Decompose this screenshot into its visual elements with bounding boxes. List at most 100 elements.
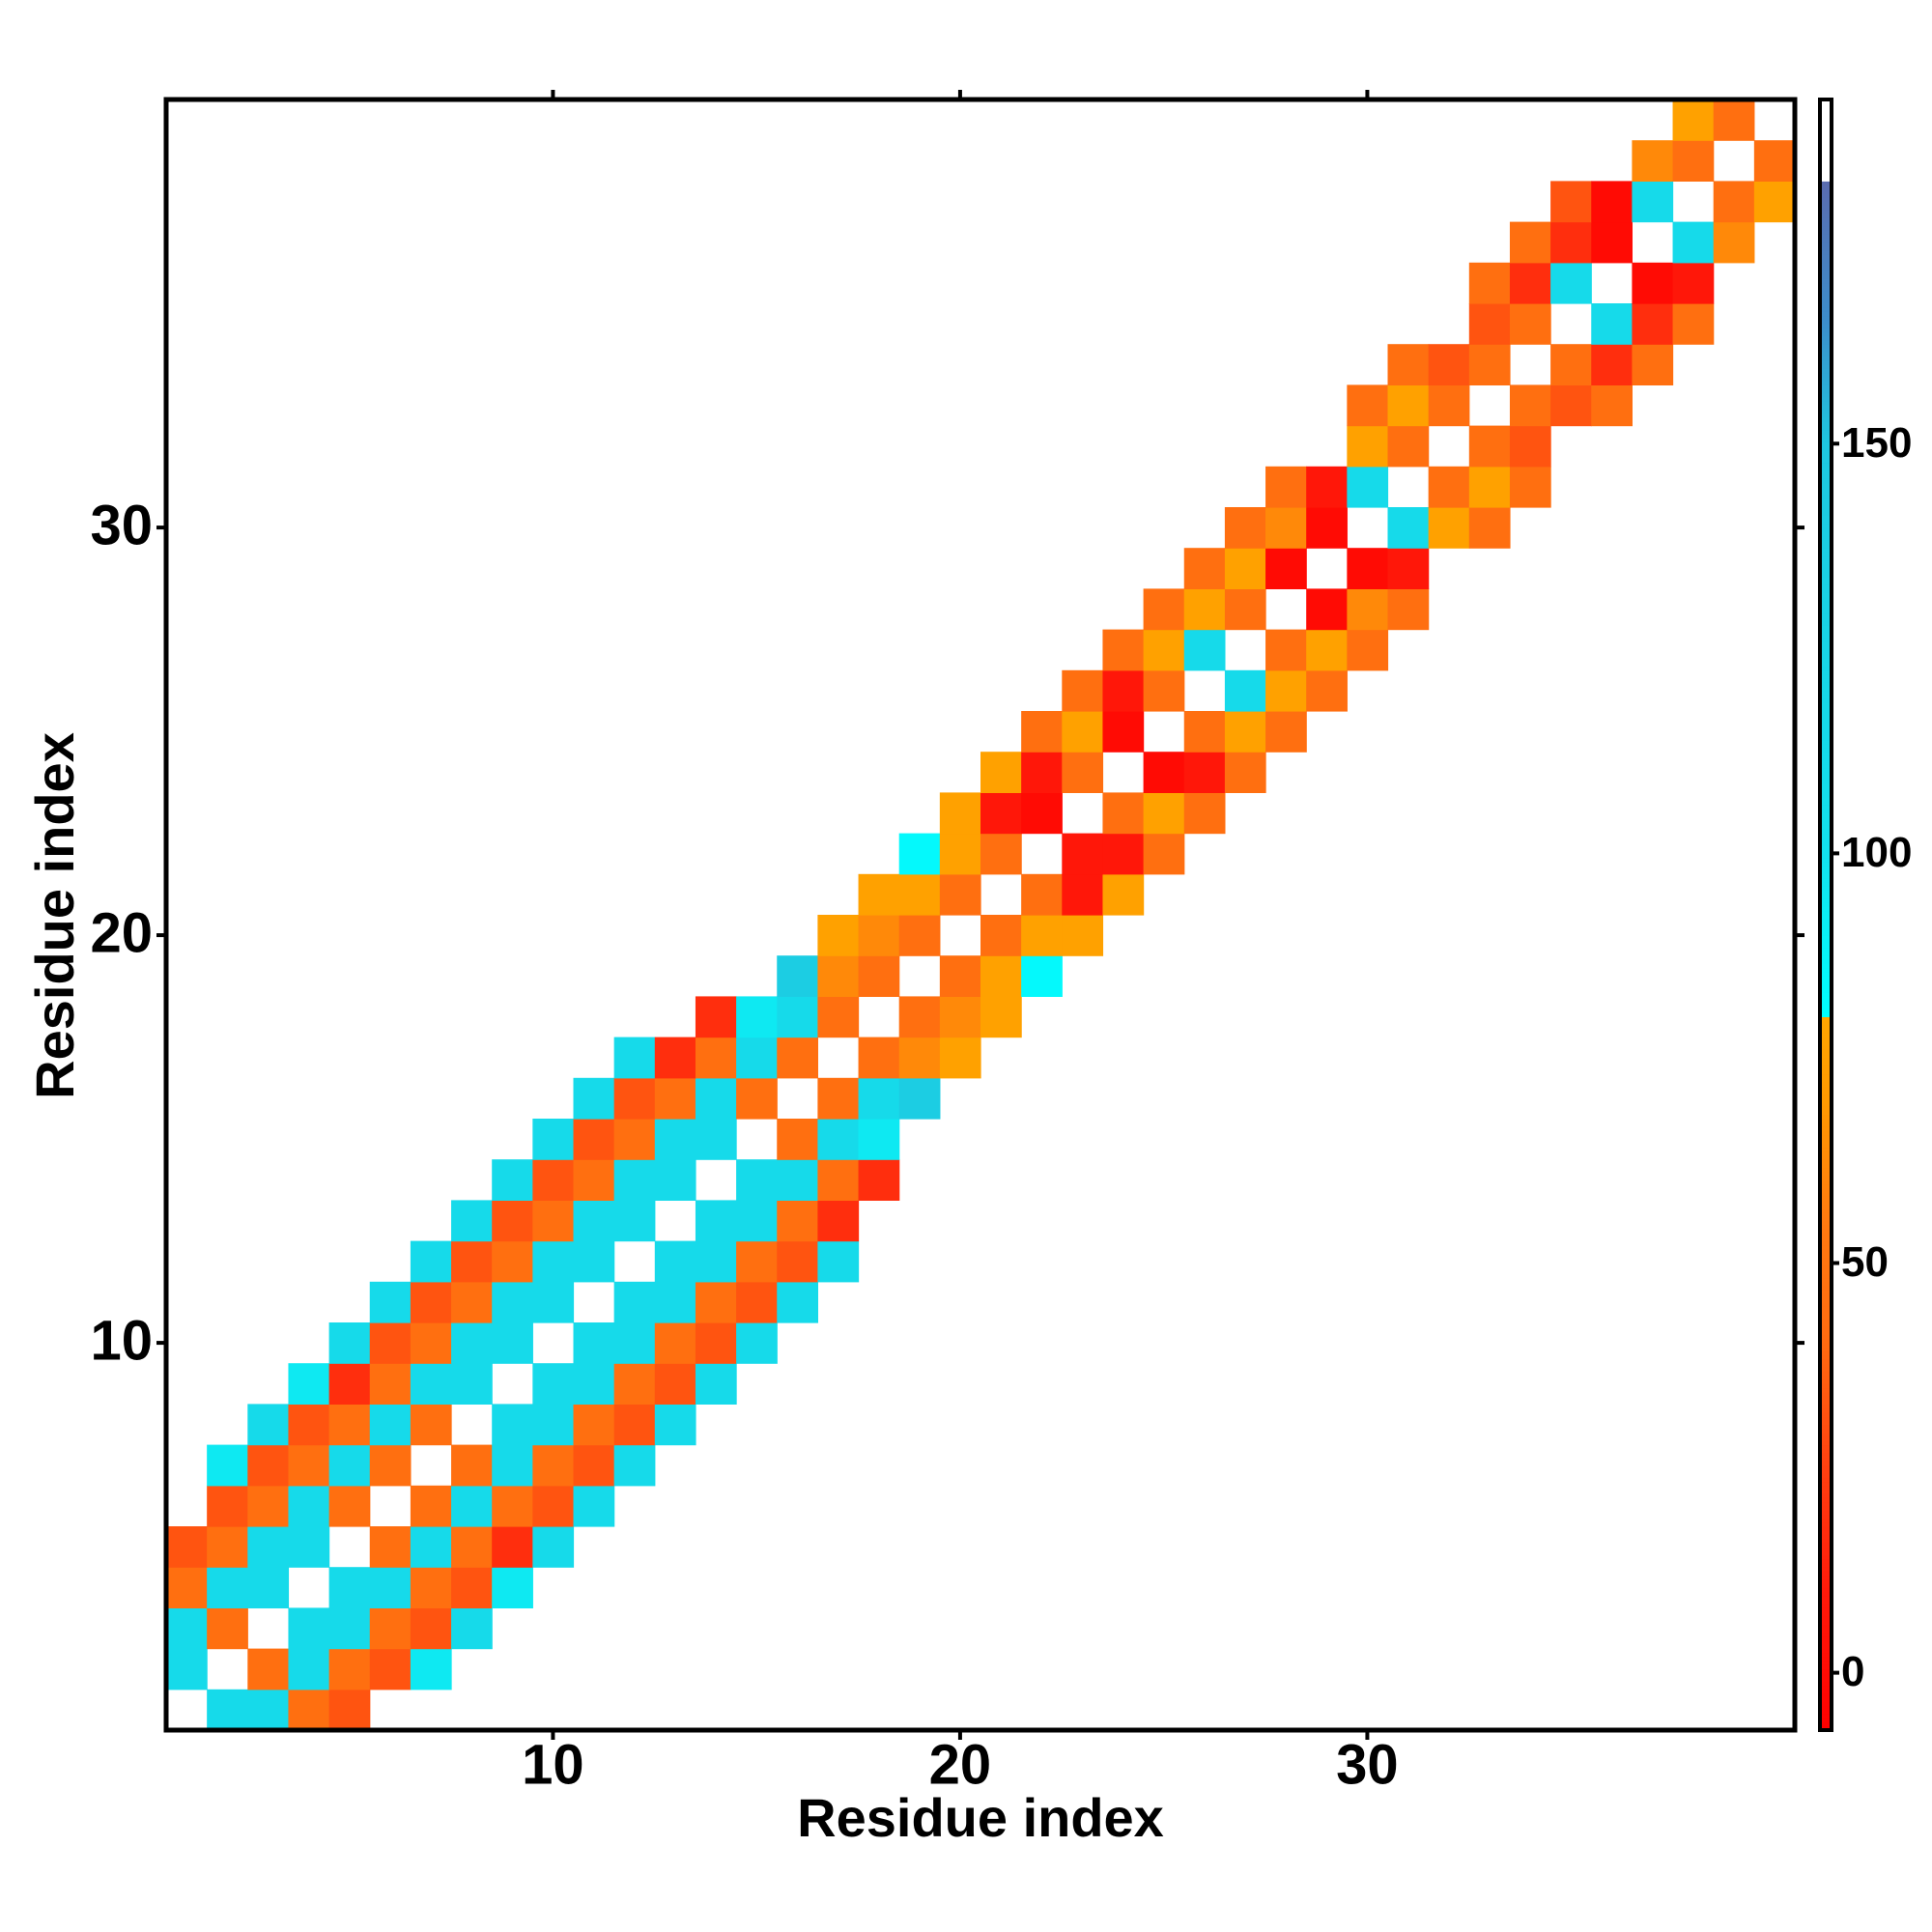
heatmap-cell xyxy=(1347,466,1389,508)
colorbar-segment xyxy=(1820,1542,1832,1548)
colorbar-segment xyxy=(1820,1375,1832,1380)
heatmap-cell xyxy=(369,1648,412,1690)
colorbar-segment xyxy=(1820,996,1832,1002)
heatmap-cell xyxy=(532,1363,575,1405)
colorbar-segment xyxy=(1820,711,1832,716)
colorbar-segment xyxy=(1820,1277,1832,1283)
colorbar-segment xyxy=(1820,1343,1832,1348)
colorbar-segment xyxy=(1820,616,1832,622)
heatmap-cell xyxy=(328,1648,371,1690)
colorbar-segment xyxy=(1820,947,1832,952)
colorbar-segment xyxy=(1820,1167,1832,1173)
colorbar-segment xyxy=(1820,462,1832,468)
colorbar-segment xyxy=(1820,555,1832,561)
colorbar-segment xyxy=(1820,1106,1832,1112)
heatmap-cell xyxy=(858,915,900,956)
colorbar-segment xyxy=(1820,1134,1832,1140)
heatmap-cell xyxy=(1632,303,1674,345)
colorbar-segment xyxy=(1820,898,1832,903)
heatmap-cell xyxy=(247,1485,290,1527)
heatmap-cell xyxy=(1550,221,1592,264)
colorbar-segment xyxy=(1820,1718,1832,1723)
heatmap-cell xyxy=(166,1526,208,1568)
heatmap-cell xyxy=(736,1322,778,1364)
colorbar-segment xyxy=(1820,1697,1832,1702)
colorbar-segment xyxy=(1820,1453,1832,1458)
heatmap-cell xyxy=(1224,711,1266,753)
colorbar-segment xyxy=(1820,1705,1832,1711)
colorbar-segment xyxy=(1820,360,1832,365)
colorbar-segment xyxy=(1820,1244,1832,1250)
heatmap-cell xyxy=(1468,507,1511,549)
heatmap-cell xyxy=(1021,915,1063,956)
colorbar-segment xyxy=(1820,1200,1832,1206)
heatmap-cell xyxy=(1387,548,1430,589)
colorbar-segment xyxy=(1820,392,1832,398)
colorbar-segment xyxy=(1820,144,1832,150)
colorbar-segment xyxy=(1820,368,1832,374)
heatmap-cell xyxy=(654,1159,696,1201)
colorbar-segment xyxy=(1820,1514,1832,1520)
heatmap-cell xyxy=(1468,466,1511,508)
heatmap-cell xyxy=(288,1363,330,1405)
y-tick-label: 20 xyxy=(90,901,153,964)
colorbar-segment xyxy=(1820,376,1832,382)
colorbar-segment xyxy=(1820,205,1832,211)
colorbar-segment xyxy=(1820,1387,1832,1393)
colorbar-segment xyxy=(1820,1689,1832,1694)
colorbar-segment xyxy=(1820,523,1832,528)
colorbar-segment xyxy=(1820,702,1832,708)
heatmap-cell xyxy=(532,1240,575,1283)
heatmap-cell xyxy=(654,1077,696,1120)
heatmap-cell xyxy=(1672,221,1715,264)
colorbar-segment xyxy=(1820,327,1832,333)
colorbar-segment xyxy=(1820,910,1832,916)
heatmap-cell xyxy=(777,1037,818,1079)
colorbar-segment xyxy=(1820,331,1832,337)
heatmap-cell xyxy=(654,1240,696,1283)
colorbar-segment xyxy=(1820,1591,1832,1597)
colorbar-segment xyxy=(1820,1130,1832,1136)
colorbar-segment xyxy=(1820,1383,1832,1389)
heatmap-cell xyxy=(736,1200,778,1242)
colorbar-segment xyxy=(1820,397,1832,402)
colorbar-segment xyxy=(1820,152,1832,157)
heatmap-cell xyxy=(451,1363,493,1405)
colorbar-segment xyxy=(1820,1448,1832,1454)
colorbar-segment xyxy=(1820,1122,1832,1127)
heatmap-cell xyxy=(980,955,1022,997)
colorbar-segment xyxy=(1820,559,1832,565)
colorbar-segment xyxy=(1820,1367,1832,1373)
colorbar-segment xyxy=(1820,445,1832,451)
heatmap-cell xyxy=(451,1526,493,1568)
colorbar-segment xyxy=(1820,1154,1832,1160)
heatmap-cell xyxy=(247,1567,290,1608)
heatmap-cell xyxy=(898,1037,941,1079)
colorbar-segment xyxy=(1820,364,1832,370)
colorbar-segment xyxy=(1820,1709,1832,1715)
colorbar-segment xyxy=(1820,943,1832,949)
heatmap-cell xyxy=(369,1363,412,1405)
heatmap-cell xyxy=(898,833,941,875)
heatmap-cell xyxy=(573,1200,615,1242)
colorbar-segment xyxy=(1820,959,1832,965)
heatmap-cell xyxy=(1428,507,1470,549)
colorbar-segment xyxy=(1820,1354,1832,1360)
colorbar-segment xyxy=(1820,853,1832,859)
colorbar-segment xyxy=(1820,172,1832,178)
colorbar-segment xyxy=(1820,1176,1832,1180)
y-tick-label: 10 xyxy=(90,1309,153,1372)
colorbar-segment xyxy=(1820,873,1832,879)
heatmap-cell xyxy=(492,1200,533,1242)
colorbar-segment xyxy=(1820,267,1832,271)
heatmap-cell xyxy=(939,873,981,916)
heatmap-cell xyxy=(939,996,981,1038)
colorbar-segment xyxy=(1820,1040,1832,1046)
colorbar-segment xyxy=(1820,548,1832,553)
colorbar-segment xyxy=(1820,1037,1832,1042)
colorbar-segment xyxy=(1820,686,1832,692)
heatmap-cell xyxy=(573,1077,615,1120)
colorbar-segment xyxy=(1820,612,1832,618)
heatmap-cell xyxy=(1347,425,1389,468)
colorbar-segment xyxy=(1820,242,1832,247)
